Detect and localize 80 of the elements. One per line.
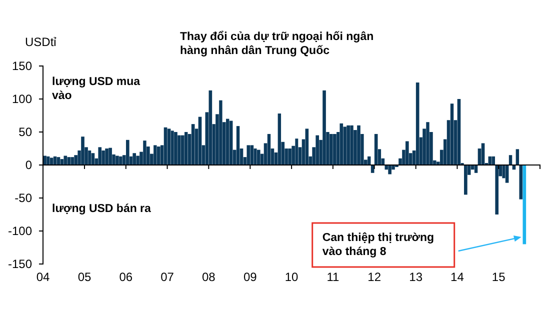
x-tick-label: 08 bbox=[202, 270, 216, 284]
annotation: Can thiệp thị trường vào tháng 8 bbox=[322, 232, 434, 258]
bar bbox=[219, 100, 222, 165]
bar bbox=[143, 140, 146, 165]
x-tick-label: 14 bbox=[450, 270, 464, 284]
bar bbox=[178, 135, 181, 165]
bar bbox=[116, 156, 119, 165]
bar bbox=[102, 150, 105, 165]
y-tick-label: -100 bbox=[8, 224, 32, 238]
chart-title: Thay đổi của dự trữ ngoại hối ngân hàng nhân dân Trung Quốc bbox=[180, 30, 374, 57]
bar bbox=[516, 149, 520, 165]
bar bbox=[508, 155, 512, 165]
y-tick-label: 50 bbox=[18, 124, 32, 139]
bar bbox=[519, 165, 523, 200]
x-tick-label: 13 bbox=[409, 270, 423, 284]
bar bbox=[316, 135, 320, 165]
x-tick-label: 06 bbox=[119, 270, 133, 284]
bar bbox=[278, 114, 282, 165]
bar bbox=[167, 128, 171, 165]
bar bbox=[154, 145, 157, 165]
x-tick-label: 09 bbox=[243, 270, 258, 284]
bar bbox=[450, 104, 454, 165]
bar bbox=[46, 156, 50, 165]
bar bbox=[132, 153, 136, 165]
y-tick-label: 100 bbox=[12, 92, 32, 106]
bar bbox=[457, 99, 461, 165]
bar bbox=[426, 122, 430, 165]
bar bbox=[330, 134, 333, 165]
bar bbox=[108, 148, 112, 165]
bar bbox=[343, 126, 346, 165]
bar bbox=[184, 132, 188, 165]
bar bbox=[295, 138, 298, 165]
bar bbox=[174, 132, 178, 165]
bar bbox=[254, 148, 257, 165]
bar bbox=[191, 124, 195, 165]
bar bbox=[256, 150, 260, 165]
bar bbox=[406, 141, 409, 165]
bar bbox=[340, 123, 344, 165]
x-tick-label: 05 bbox=[78, 270, 92, 284]
bar bbox=[226, 118, 230, 165]
bar bbox=[288, 148, 292, 165]
x-tick-label: 07 bbox=[160, 270, 174, 284]
bar bbox=[464, 165, 468, 195]
bar bbox=[156, 146, 160, 165]
bar bbox=[88, 150, 92, 165]
bar bbox=[208, 90, 212, 165]
bar bbox=[392, 165, 395, 170]
bar bbox=[136, 156, 140, 165]
y-tick-label: -150 bbox=[8, 256, 32, 271]
y-tick-label: 150 bbox=[12, 58, 32, 73]
y-tick-label: 0 bbox=[25, 158, 32, 172]
bar bbox=[416, 82, 420, 165]
bar bbox=[267, 134, 271, 165]
x-tick-label: 12 bbox=[368, 270, 382, 284]
x-tick-label: 15 bbox=[492, 270, 506, 284]
bar bbox=[388, 165, 392, 174]
bar bbox=[81, 136, 84, 165]
bar bbox=[350, 125, 354, 165]
x-tick-label: 04 bbox=[36, 270, 50, 284]
bar bbox=[357, 125, 360, 165]
bar bbox=[322, 90, 326, 165]
bar bbox=[236, 126, 240, 165]
bar bbox=[346, 125, 350, 165]
bar bbox=[64, 156, 68, 165]
annotation: lượng USD mua vào bbox=[52, 76, 141, 102]
bar bbox=[522, 165, 526, 244]
bar bbox=[170, 130, 174, 165]
y-tick-label: -50 bbox=[14, 190, 32, 205]
bar bbox=[119, 156, 122, 165]
bar bbox=[126, 140, 130, 165]
x-tick-label: 10 bbox=[284, 270, 299, 284]
bar bbox=[180, 135, 184, 165]
x-tick-label: 11 bbox=[326, 270, 340, 284]
bar bbox=[495, 165, 499, 214]
bar bbox=[333, 134, 336, 165]
bar bbox=[105, 148, 108, 165]
annotation: lượng USD bán ra bbox=[52, 203, 152, 215]
bar bbox=[98, 147, 102, 165]
y-axis-title: USDtỉ bbox=[25, 35, 57, 49]
bar bbox=[305, 128, 309, 165]
